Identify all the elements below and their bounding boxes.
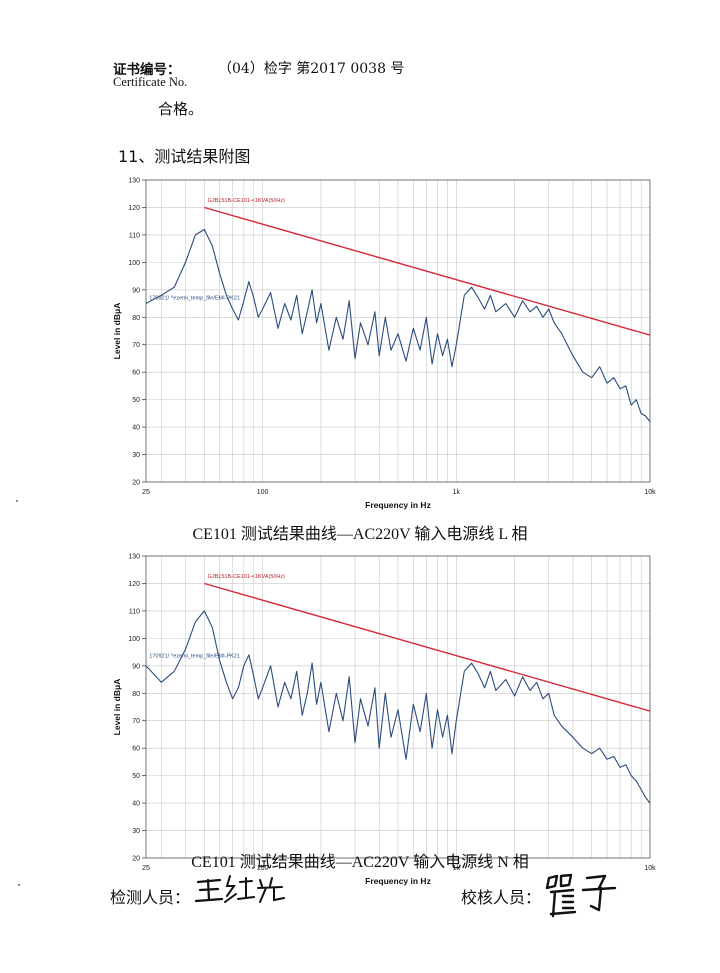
y-tick-label: 70 xyxy=(132,718,140,725)
x-tick-label: 100 xyxy=(257,489,269,496)
plot-frame xyxy=(145,555,651,859)
y-tick-label: 60 xyxy=(132,370,140,377)
y-tick-label: 40 xyxy=(132,801,140,808)
scan-speck xyxy=(16,500,18,502)
y-gridlines: 20 30 40 50 60 70 80 90 100 110 120 130 xyxy=(128,554,650,863)
x-tick-label: 25 xyxy=(142,865,150,872)
y-axis-title: Level in dBμA xyxy=(112,679,122,736)
scan-speck xyxy=(18,884,20,886)
y-tick-label: 40 xyxy=(132,425,140,432)
plot-frame xyxy=(145,179,651,483)
y-axis-title: Level in dBμA xyxy=(112,303,122,360)
y-tick-label: 30 xyxy=(132,828,140,835)
section-title: 11、测试结果附图 xyxy=(118,147,251,166)
y-tick-label: 90 xyxy=(132,663,140,670)
y-tick-label: 110 xyxy=(129,232,140,239)
y-tick-label: 50 xyxy=(132,773,140,780)
tester-label: 检测人员： xyxy=(110,888,191,907)
y-tick-label: 70 xyxy=(132,342,140,349)
x-tick-label: 10k xyxy=(644,865,656,872)
y-tick-label: 130 xyxy=(128,554,140,561)
certificate-number-value: （04）检字 第2017 0038 号 xyxy=(218,61,405,77)
y-tick-label: 30 xyxy=(132,452,140,459)
x-tick-label: 1k xyxy=(453,865,461,872)
limit-line-label: GJB151B-CE101-<1KVA(50Hz) xyxy=(208,574,286,580)
trace-label: 170921/ ^ezemi_temp_file/EMI-PK21 xyxy=(149,654,240,660)
y-tick-label: 20 xyxy=(132,856,140,863)
certificate-number-label: 证书编号： xyxy=(113,62,181,78)
x-tick-label: 25 xyxy=(142,489,150,496)
y-tick-label: 20 xyxy=(132,480,140,487)
chart-caption-phase-n: CE101 测试结果曲线—AC220V 输入电源线 N 相 xyxy=(191,854,529,871)
checker-label: 校核人员： xyxy=(461,888,542,907)
trace-label: 170921/ ^ezemi_temp_file/EMI-PK21 xyxy=(149,295,240,301)
y-tick-label: 100 xyxy=(128,636,140,643)
x-tick-label: 100 xyxy=(257,865,269,872)
x-gridlines xyxy=(161,180,642,482)
x-axis-title: Frequency in Hz xyxy=(365,500,431,510)
chart-caption-phase-l: CE101 测试结果曲线—AC220V 输入电源线 L 相 xyxy=(192,526,528,543)
y-tick-label: 100 xyxy=(128,260,140,267)
y-gridlines: 20 30 40 50 60 70 80 90 100 110 120 130 xyxy=(128,178,650,487)
y-tick-label: 80 xyxy=(132,691,140,698)
x-gridlines xyxy=(161,556,642,858)
y-tick-label: 130 xyxy=(128,178,140,185)
limit-line-label: GJB151B-CE101-<1KVA(50Hz) xyxy=(208,198,286,204)
checker-signature xyxy=(545,873,617,918)
y-tick-label: 80 xyxy=(132,315,140,322)
limit-line xyxy=(204,582,651,712)
y-tick-label: 60 xyxy=(132,746,140,753)
y-tick-label: 50 xyxy=(132,397,140,404)
y-tick-label: 120 xyxy=(128,581,140,588)
chart-ce101-phase-l: 20 30 40 50 60 70 80 90 100 110 120 130 25 100 1k 10k Fr… xyxy=(112,178,656,511)
tester-signature xyxy=(194,875,285,903)
chart-ce101-phase-n: 20 30 40 50 60 70 80 90 100 110 120 130 25 100 1k 10k Fr… xyxy=(112,554,656,887)
y-tick-label: 110 xyxy=(129,608,140,615)
x-tick-label: 10k xyxy=(644,489,656,496)
x-axis-title: Frequency in Hz xyxy=(365,876,431,886)
x-tick-label: 1k xyxy=(453,489,461,496)
limit-line xyxy=(204,206,651,336)
pass-verdict: 合格。 xyxy=(158,100,204,118)
certificate-number-english-label: Certificate No. xyxy=(113,75,188,89)
y-tick-label: 120 xyxy=(128,205,140,212)
y-tick-label: 90 xyxy=(132,287,140,294)
measurement-trace xyxy=(145,228,651,422)
measurement-trace xyxy=(145,610,651,804)
